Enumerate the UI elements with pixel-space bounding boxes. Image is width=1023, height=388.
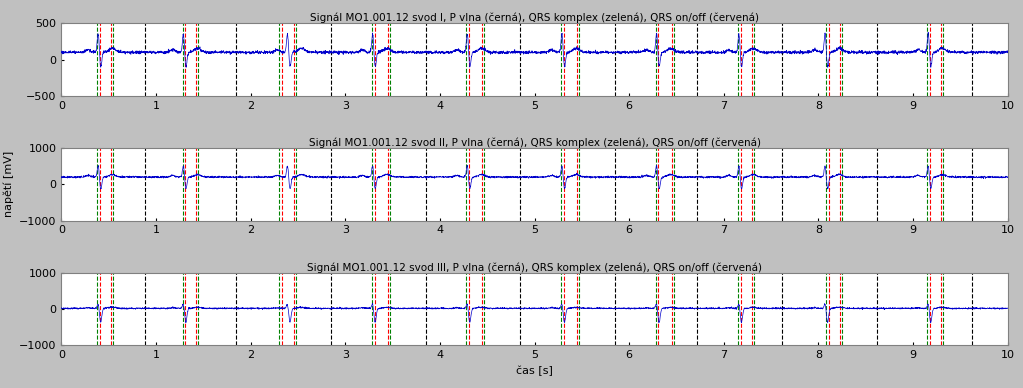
X-axis label: čas [s]: čas [s]	[516, 366, 553, 376]
Y-axis label: napětí [mV]: napětí [mV]	[3, 151, 13, 217]
Title: Signál MO1.001.12 svod III, P vlna (černá), QRS komplex (zelená), QRS on/off (če: Signál MO1.001.12 svod III, P vlna (čern…	[307, 262, 762, 273]
Title: Signál MO1.001.12 svod II, P vlna (černá), QRS komplex (zelená), QRS on/off (čer: Signál MO1.001.12 svod II, P vlna (černá…	[309, 137, 760, 148]
Title: Signál MO1.001.12 svod I, P vlna (černá), QRS komplex (zelená), QRS on/off (červ: Signál MO1.001.12 svod I, P vlna (černá)…	[310, 13, 759, 23]
